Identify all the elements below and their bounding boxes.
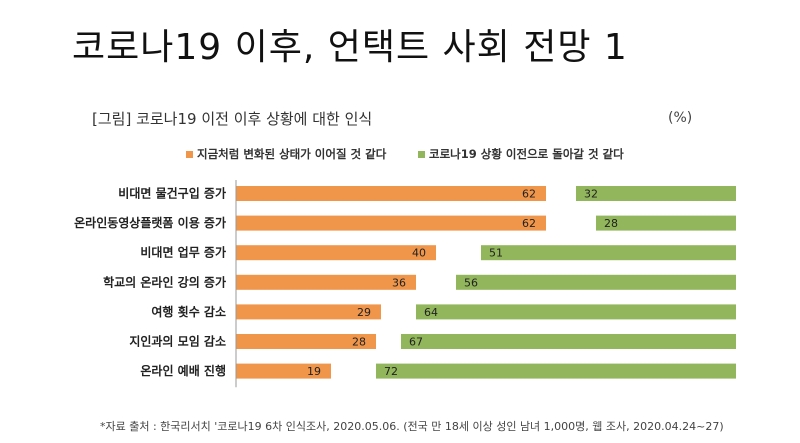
- bar-changed: [236, 363, 331, 379]
- legend-swatch-return: [418, 150, 425, 158]
- category-label: 비대면 물건구입 증가: [118, 186, 226, 201]
- bar-changed: [236, 215, 546, 231]
- bar-changed: [236, 334, 376, 349]
- value-label-changed: 62: [522, 188, 536, 201]
- category-label: 온라인동영상플랫폼 이용 증가: [74, 215, 226, 230]
- bar-changed: [236, 245, 436, 261]
- slide-title: 코로나19 이후, 언택트 사회 전망 1: [72, 27, 628, 68]
- bar-return: [376, 363, 736, 379]
- legend-label-return: 코로나19 상황 이전으로 돌아갈 것 같다: [429, 147, 624, 161]
- category-label: 온라인 예배 진행: [140, 363, 226, 378]
- chart-title: [그림] 코로나19 이전 이후 상황에 대한 인식: [92, 110, 373, 128]
- category-label: 학교의 온라인 강의 증가: [103, 274, 226, 289]
- category-label: 비대면 업무 증가: [140, 245, 226, 260]
- legend-item-changed: 지금처럼 변화된 상태가 이어질 것 같다: [186, 146, 386, 162]
- bar-return: [576, 186, 736, 201]
- value-label-changed: 36: [392, 276, 406, 289]
- bar-return: [481, 245, 736, 261]
- category-label: 지인과의 모임 감소: [129, 334, 226, 349]
- value-label-return: 72: [384, 365, 398, 378]
- value-label-return: 51: [489, 247, 503, 260]
- legend: 지금처럼 변화된 상태가 이어질 것 같다 코로나19 상황 이전으로 돌아갈 …: [0, 146, 800, 166]
- value-label-changed: 19: [307, 365, 321, 378]
- value-label-changed: 40: [412, 247, 426, 260]
- category-label: 여행 횟수 감소: [151, 304, 226, 319]
- bar-changed: [236, 186, 546, 201]
- bar-changed: [236, 274, 416, 290]
- legend-item-return: 코로나19 상황 이전으로 돌아갈 것 같다: [418, 146, 624, 162]
- bar-changed: [236, 304, 381, 320]
- value-label-return: 64: [424, 306, 438, 319]
- bar-return: [596, 215, 736, 231]
- value-label-return: 67: [409, 336, 423, 349]
- legend-label-changed: 지금처럼 변화된 상태가 이어질 것 같다: [197, 147, 387, 161]
- unit-label: (%): [668, 110, 693, 126]
- value-label-return: 32: [584, 188, 598, 201]
- legend-swatch-changed: [186, 150, 193, 158]
- value-label-return: 28: [604, 217, 618, 230]
- value-label-changed: 29: [357, 306, 371, 319]
- bar-return: [456, 274, 736, 290]
- bar-return: [416, 304, 736, 320]
- value-label-return: 56: [464, 276, 478, 289]
- source-note: *자료 출처 : 한국리서치 '코로나19 6차 인식조사, 2020.05.0…: [100, 420, 724, 433]
- value-label-changed: 62: [522, 217, 536, 230]
- bar-return: [401, 334, 736, 349]
- value-label-changed: 28: [352, 336, 366, 349]
